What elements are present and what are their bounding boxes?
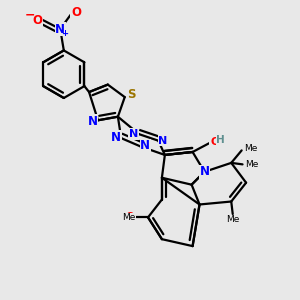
Text: O: O xyxy=(210,136,220,147)
Text: N: N xyxy=(158,136,168,146)
Text: Me: Me xyxy=(226,215,239,224)
Text: Me: Me xyxy=(122,213,136,222)
Text: H: H xyxy=(216,135,225,145)
Text: O: O xyxy=(32,14,42,27)
Text: S: S xyxy=(127,88,136,100)
Text: O: O xyxy=(71,7,81,20)
Text: N: N xyxy=(200,165,209,178)
Text: O: O xyxy=(126,212,135,222)
Text: Me: Me xyxy=(245,160,259,169)
Text: −: − xyxy=(25,8,35,21)
Text: N: N xyxy=(88,115,98,128)
Text: Me: Me xyxy=(244,144,258,153)
Text: +: + xyxy=(61,29,68,38)
Text: N: N xyxy=(55,22,65,35)
Text: N: N xyxy=(140,139,150,152)
Text: N: N xyxy=(111,131,121,144)
Text: N: N xyxy=(129,129,138,139)
